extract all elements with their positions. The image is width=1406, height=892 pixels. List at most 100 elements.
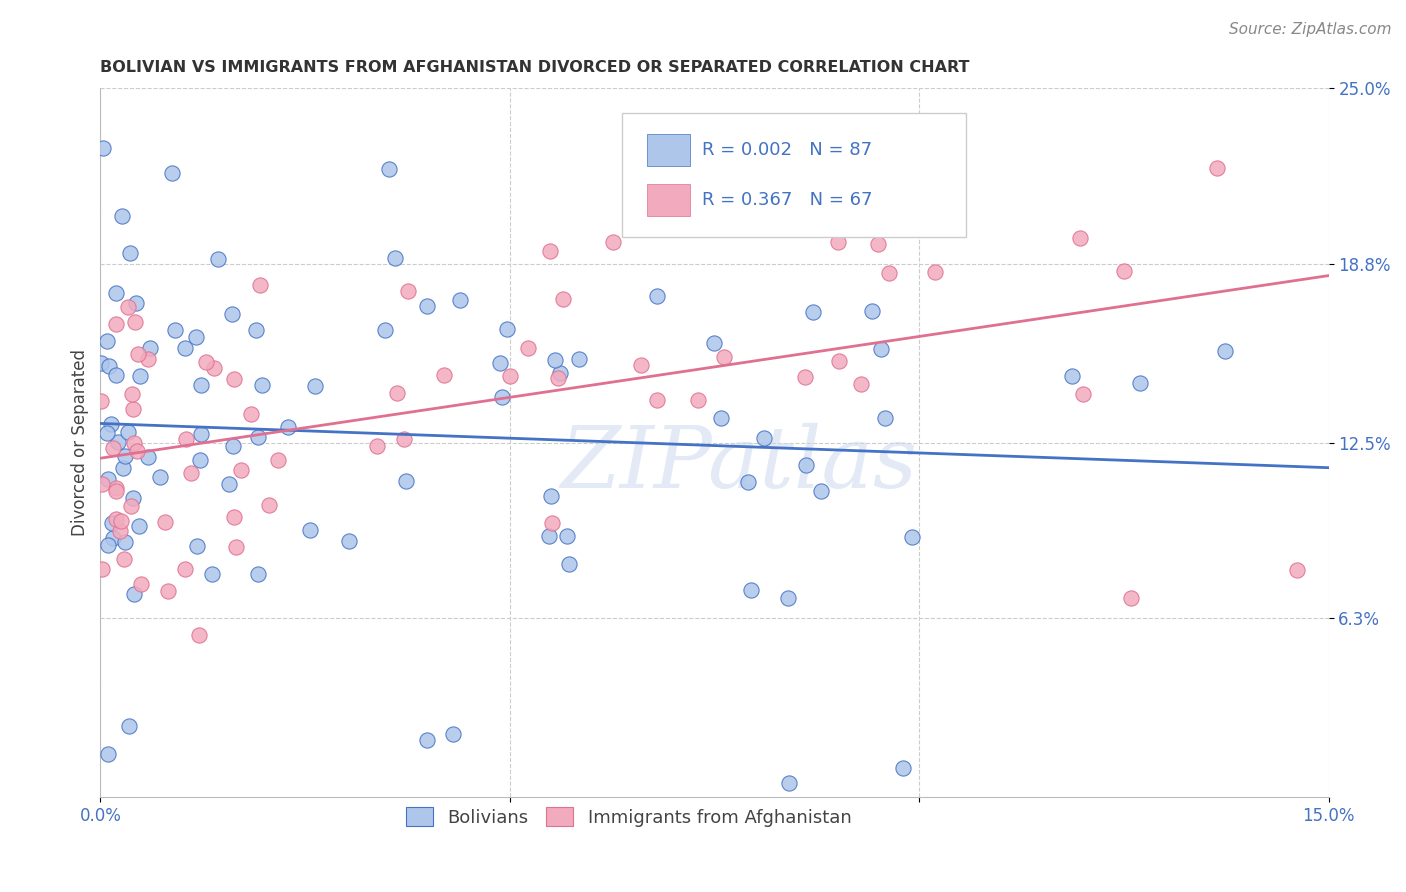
Point [710, 410, 733, 425]
Point [114, 449, 136, 463]
Point [128, 518, 150, 533]
Point [190, 427, 212, 442]
Point [91, 141, 114, 155]
Point [100, 417, 122, 431]
Point [104, 484, 127, 499]
Point [827, 235, 849, 249]
Point [803, 305, 825, 319]
Point [112, 461, 135, 475]
Point [118, 719, 141, 733]
Point [218, 477, 240, 491]
Point [547, 371, 569, 385]
Point [879, 266, 901, 280]
Point [174, 562, 197, 576]
Point [136, 450, 159, 465]
Point [1206, 161, 1229, 176]
Point [778, 591, 800, 605]
Point [153, 515, 176, 529]
Point [221, 307, 243, 321]
Point [551, 293, 574, 307]
Point [174, 433, 197, 447]
Point [794, 458, 817, 472]
Point [207, 252, 229, 266]
Point [104, 512, 127, 526]
Point [416, 733, 439, 747]
Point [91, 477, 114, 491]
Point [129, 577, 152, 591]
Point [849, 376, 872, 391]
Point [752, 431, 775, 445]
Point [900, 530, 922, 544]
Point [558, 558, 581, 572]
Point [114, 535, 136, 549]
Point [793, 369, 815, 384]
Point [540, 489, 562, 503]
Point [778, 775, 800, 789]
Point [866, 237, 889, 252]
Point [96, 425, 118, 440]
Text: R = 0.002   N = 87: R = 0.002 N = 87 [702, 141, 872, 159]
Point [384, 252, 406, 266]
Point [645, 288, 668, 302]
Point [124, 315, 146, 329]
Point [129, 368, 152, 383]
Point [225, 540, 247, 554]
Point [645, 393, 668, 408]
FancyBboxPatch shape [647, 135, 690, 166]
Point [873, 411, 896, 425]
Point [499, 368, 522, 383]
Point [121, 387, 143, 401]
Point [202, 361, 225, 376]
Point [245, 323, 267, 337]
Point [810, 484, 832, 499]
Point [416, 299, 439, 313]
Point [162, 166, 184, 180]
Point [1069, 231, 1091, 245]
Point [374, 323, 396, 337]
Point [97, 472, 120, 486]
Point [449, 293, 471, 307]
Point [568, 351, 591, 366]
Point [125, 444, 148, 458]
Point [543, 352, 565, 367]
Point [201, 566, 224, 581]
Point [117, 301, 139, 315]
Point [98, 359, 121, 373]
Point [1119, 591, 1142, 606]
Point [537, 529, 560, 543]
Point [433, 368, 456, 383]
Point [1129, 376, 1152, 390]
Point [136, 351, 159, 366]
Point [122, 436, 145, 450]
Point [125, 295, 148, 310]
Point [90, 562, 112, 576]
Point [277, 419, 299, 434]
Point [186, 330, 208, 344]
Point [124, 587, 146, 601]
Point [127, 347, 149, 361]
FancyBboxPatch shape [623, 113, 966, 237]
Point [120, 499, 142, 513]
Point [107, 434, 129, 449]
Point [496, 321, 519, 335]
Point [924, 265, 946, 279]
FancyBboxPatch shape [647, 184, 690, 216]
Point [122, 402, 145, 417]
Point [239, 407, 262, 421]
Point [173, 341, 195, 355]
Point [112, 551, 135, 566]
Point [385, 386, 408, 401]
Point [97, 747, 120, 762]
Point [541, 516, 564, 531]
Point [396, 285, 419, 299]
Point [120, 245, 142, 260]
Point [252, 377, 274, 392]
Point [163, 322, 186, 336]
Point [180, 466, 202, 480]
Point [101, 516, 124, 531]
Point [111, 209, 134, 223]
Point [231, 463, 253, 477]
Point [96, 334, 118, 349]
Point [740, 582, 762, 597]
Point [104, 368, 127, 382]
